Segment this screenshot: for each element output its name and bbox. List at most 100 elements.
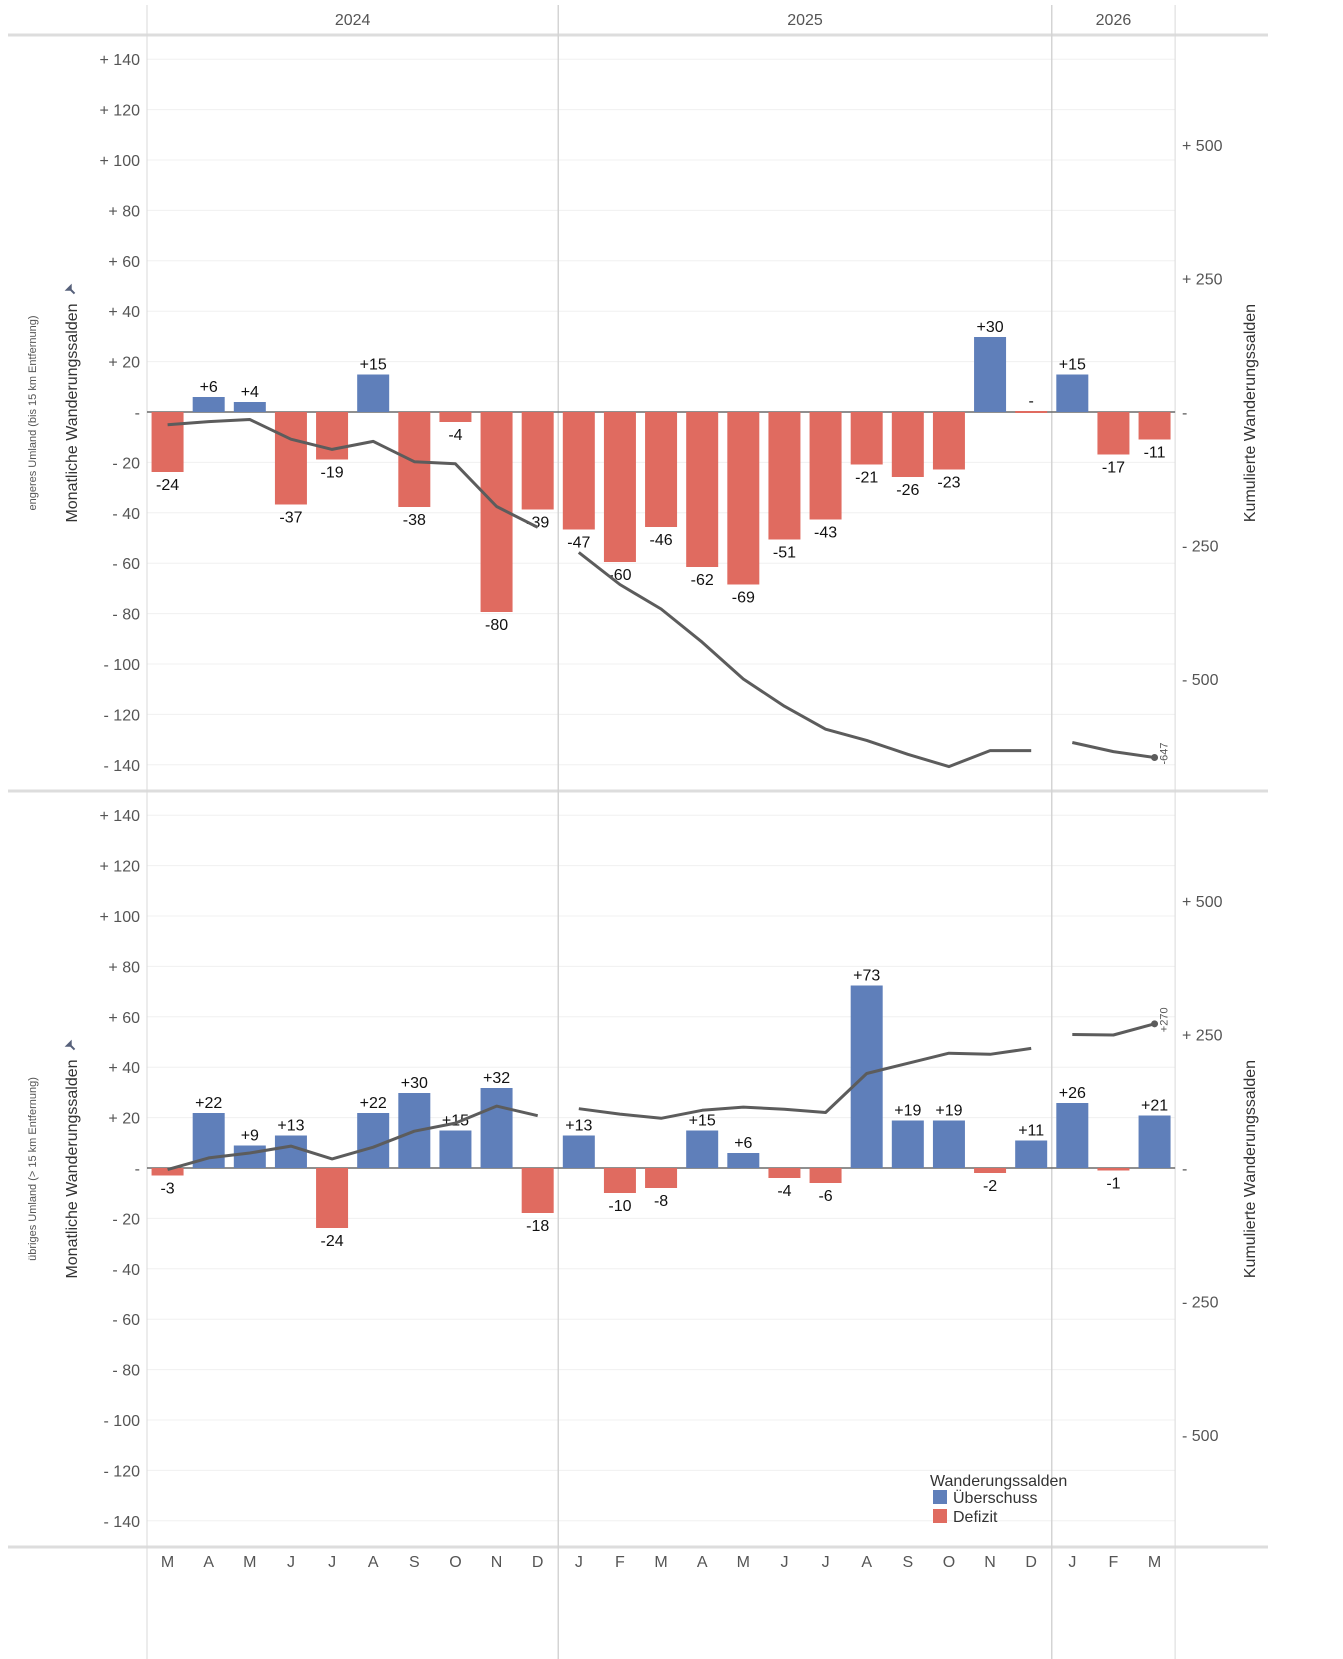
y-left-tick: + 60 xyxy=(108,1010,140,1027)
bar-label: +15 xyxy=(442,1113,469,1130)
y-right-tick: + 250 xyxy=(1182,272,1223,289)
panel-2: + 140 + 120 + 100 + 80 + 60 + 40 + 20 - - 20 - 40… xyxy=(27,808,1259,1531)
y-left-tick: + 60 xyxy=(108,254,140,271)
y-left-tick: + 20 xyxy=(108,355,140,372)
bar-label: -62 xyxy=(691,572,714,589)
bar xyxy=(974,1168,1007,1173)
bar xyxy=(316,1168,349,1228)
x-tick-label: D xyxy=(1025,1554,1037,1571)
bar xyxy=(562,412,595,530)
bar xyxy=(1138,1115,1171,1168)
bar xyxy=(603,412,636,562)
x-tick-label: J xyxy=(1068,1554,1076,1571)
bar xyxy=(932,1120,965,1168)
bar xyxy=(974,337,1007,412)
y-right-tick: - 500 xyxy=(1182,672,1219,689)
y-left-tick: - xyxy=(135,1161,140,1178)
x-tick-label: A xyxy=(861,1554,872,1571)
x-tick-label: J xyxy=(575,1554,583,1571)
bar-label: - xyxy=(1029,393,1034,410)
bar xyxy=(521,412,554,510)
x-tick-label: N xyxy=(491,1554,503,1571)
year-label-2026: 2026 xyxy=(1096,12,1132,29)
cumulative-line xyxy=(578,1046,1032,1120)
bar xyxy=(727,412,760,585)
bar-label: -39 xyxy=(526,515,549,532)
legend-swatch xyxy=(933,1490,947,1504)
cumulative-end-label: -647 xyxy=(1159,742,1171,764)
bar-label: -60 xyxy=(608,567,631,584)
bar-label: -8 xyxy=(654,1193,668,1210)
bar-label: -24 xyxy=(321,1233,344,1250)
row-label: übriges Umland (> 15 km Entfernung) xyxy=(27,1077,39,1261)
bar xyxy=(686,412,719,567)
bar xyxy=(686,1130,719,1168)
bar-label: +19 xyxy=(935,1103,962,1120)
bar xyxy=(1015,411,1048,413)
cumulative-end-label: +270 xyxy=(1159,1007,1171,1032)
bar xyxy=(562,1135,595,1168)
bar-label: -47 xyxy=(567,535,590,552)
bar-label: -19 xyxy=(321,465,344,482)
bar xyxy=(932,412,965,470)
y-left-title: Monatliche Wanderungssalden xyxy=(64,1059,81,1278)
year-header: 2024 2025 2026 xyxy=(335,12,1132,29)
bar-label: -51 xyxy=(773,545,796,562)
y-left-title: Monatliche Wanderungssalden xyxy=(64,303,81,522)
bar-label: +22 xyxy=(360,1095,387,1112)
bar-label: -6 xyxy=(818,1188,832,1205)
legend-swatch xyxy=(933,1509,947,1523)
bar-label: +4 xyxy=(241,384,259,401)
x-tick-label: O xyxy=(449,1554,461,1571)
y-left-tick: + 140 xyxy=(100,52,141,69)
x-tick-label: F xyxy=(1109,1554,1119,1571)
y-left-tick: + 80 xyxy=(108,203,140,220)
bar xyxy=(274,1135,307,1168)
y-right-tick: - xyxy=(1182,405,1187,422)
bar-label: -3 xyxy=(160,1181,174,1198)
legend-item-label: Defizit xyxy=(953,1509,998,1526)
y-left-tick: + 140 xyxy=(100,808,141,825)
bar xyxy=(645,412,678,527)
y-left-tick: - 40 xyxy=(112,506,140,523)
y-left-tick: - 60 xyxy=(112,1312,140,1329)
x-tick-label: A xyxy=(203,1554,214,1571)
x-tick-label: J xyxy=(328,1554,336,1571)
bar-label: +22 xyxy=(195,1095,222,1112)
y-left-tick: - 40 xyxy=(112,1262,140,1279)
y-left-tick: - xyxy=(135,405,140,422)
bar-label: -24 xyxy=(156,477,179,494)
grid-layer xyxy=(147,58,1176,1522)
cumulative-line xyxy=(1071,741,1155,759)
bar xyxy=(768,1168,801,1178)
bar xyxy=(850,412,883,465)
y-left-tick: - 20 xyxy=(112,455,140,472)
bar xyxy=(1097,412,1130,455)
cumulative-endpoint xyxy=(1151,1020,1159,1028)
bar-label: +32 xyxy=(483,1070,510,1087)
bar xyxy=(850,985,883,1168)
cumulative-line xyxy=(577,551,1032,769)
pin-icon xyxy=(64,283,76,295)
y-left-tick: - 100 xyxy=(104,1413,141,1430)
bar-label: +6 xyxy=(200,379,218,396)
x-tick-label: D xyxy=(532,1554,544,1571)
bar-label: +11 xyxy=(1018,1123,1044,1140)
bar-label: -4 xyxy=(448,427,462,444)
bar-label: +30 xyxy=(401,1075,428,1092)
panel-1: + 140 + 120 + 100 + 80 + 60 + 40 + 20 - - 20 - 40… xyxy=(27,52,1259,775)
y-left-tick: - 120 xyxy=(104,707,141,724)
bar xyxy=(891,1120,924,1168)
y-left-tick: - 140 xyxy=(104,1514,141,1531)
bar-label: -1 xyxy=(1106,1176,1120,1193)
cumulative-line xyxy=(167,1104,539,1172)
bar-label: -4 xyxy=(777,1183,791,1200)
bar xyxy=(891,412,924,477)
bar xyxy=(1097,1168,1130,1171)
bar-label: -21 xyxy=(855,470,878,487)
cumulative-line xyxy=(167,418,539,529)
bar xyxy=(357,374,390,412)
y-right-tick: - 500 xyxy=(1182,1428,1219,1445)
y-left-tick: + 20 xyxy=(108,1111,140,1128)
bar xyxy=(151,1168,184,1176)
